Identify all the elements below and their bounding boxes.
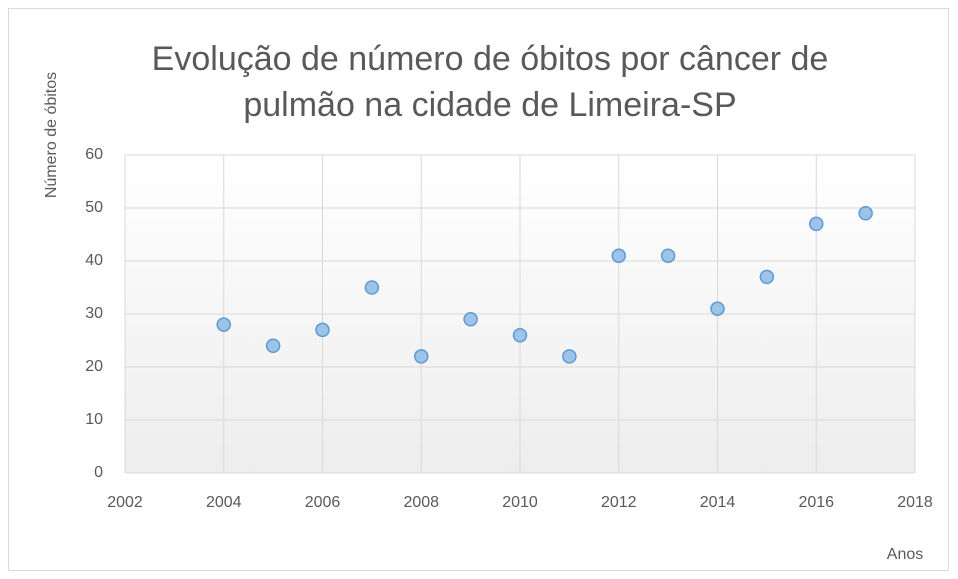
x-tick-label: 2006 xyxy=(305,494,341,511)
data-point xyxy=(315,322,330,338)
data-point xyxy=(809,216,824,232)
x-tick-label: 2016 xyxy=(798,494,834,511)
x-tick-label: 2004 xyxy=(206,494,242,511)
data-point xyxy=(759,269,775,285)
y-axis-label: Número de óbitos xyxy=(43,72,60,198)
data-point xyxy=(364,280,380,295)
data-point xyxy=(611,248,626,263)
chart-border xyxy=(8,8,949,571)
x-tick-label: 2008 xyxy=(403,494,439,511)
y-tick-label: 60 xyxy=(85,146,103,163)
y-tick-label: 30 xyxy=(85,305,103,322)
data-point xyxy=(858,206,873,221)
x-tick-label: 2002 xyxy=(107,494,143,511)
data-point xyxy=(512,327,528,343)
x-tick-label: 2018 xyxy=(897,494,933,511)
y-tick-label: 40 xyxy=(85,252,103,269)
data-point xyxy=(216,317,231,332)
y-tick-label: 10 xyxy=(85,411,103,428)
y-tick-label: 0 xyxy=(94,464,103,481)
data-point xyxy=(414,349,429,364)
data-point xyxy=(463,312,478,327)
chart-title: Evolução de número de óbitos por câncer … xyxy=(151,40,829,124)
x-tick-label: 2014 xyxy=(700,494,736,511)
data-point xyxy=(562,349,577,364)
x-tick-label: 2012 xyxy=(601,494,637,511)
y-tick-label: 50 xyxy=(85,199,103,216)
data-point xyxy=(710,301,725,316)
y-tick-label: 20 xyxy=(85,358,103,375)
data-point xyxy=(265,338,281,354)
x-tick-label: 2010 xyxy=(502,494,538,511)
data-point xyxy=(660,248,676,263)
x-axis-label: Anos xyxy=(887,546,923,563)
